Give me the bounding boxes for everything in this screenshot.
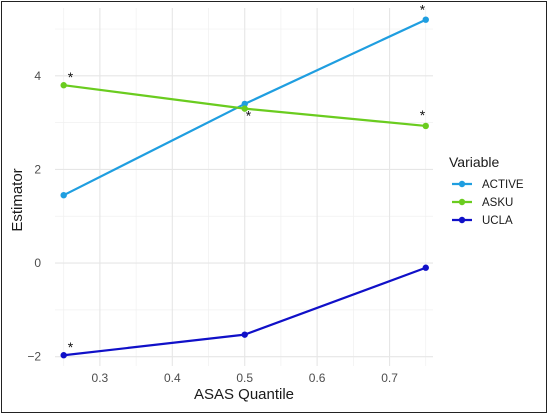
grid-lines [55, 8, 433, 366]
series-active [60, 16, 429, 199]
legend-point [458, 198, 466, 206]
x-tick-label: 0.6 [309, 371, 326, 385]
y-axis-title: Estimator [9, 168, 26, 231]
y-tick-label: 2 [34, 162, 41, 176]
data-point-asku [60, 82, 67, 89]
significance-marker: * [246, 108, 252, 124]
legend-item-asku: ASKU [452, 197, 513, 209]
data-point-active [241, 100, 248, 108]
series-asku [60, 82, 429, 130]
data-point-active [60, 191, 67, 199]
x-tick-label: 0.5 [236, 371, 253, 385]
legend: Variable ACTIVE ASKU UCLA [449, 154, 524, 227]
significance-marker: * [68, 69, 74, 85]
significance-marker: * [68, 339, 74, 355]
x-tick-label: 0.7 [381, 371, 398, 385]
significance-marker: * [420, 2, 426, 18]
legend-item-active: ACTIVE [452, 179, 524, 191]
legend-item-ucla: UCLA [452, 215, 513, 227]
legend-items: ACTIVE ASKU UCLA [452, 179, 524, 227]
legend-point [458, 216, 466, 224]
y-tick-label: 0 [34, 256, 41, 270]
legend-label: UCLA [482, 215, 513, 227]
y-tick-label: 4 [34, 69, 41, 83]
x-axis-title: ASAS Quantile [194, 386, 294, 403]
legend-label: ACTIVE [482, 179, 524, 191]
data-point-asku [422, 122, 429, 130]
significance-annotations: * * * * * [68, 2, 426, 356]
x-tick-label: 0.4 [164, 371, 181, 385]
data-point-asku [241, 105, 248, 112]
data-point-ucla [60, 352, 67, 359]
significance-marker: * [420, 107, 426, 123]
data-point-ucla [241, 331, 248, 338]
y-tick-label: −2 [27, 350, 41, 364]
data-point-ucla [422, 264, 429, 271]
data-point-active [422, 16, 429, 23]
legend-title: Variable [449, 154, 500, 170]
legend-label: ASKU [482, 197, 513, 209]
legend-point [458, 180, 466, 188]
axis-ticks: 0.3 0.4 0.5 0.6 0.7 −2 0 2 4 [27, 69, 398, 385]
series-ucla [60, 264, 429, 359]
series-lines [60, 16, 429, 359]
x-tick-label: 0.3 [92, 371, 109, 385]
